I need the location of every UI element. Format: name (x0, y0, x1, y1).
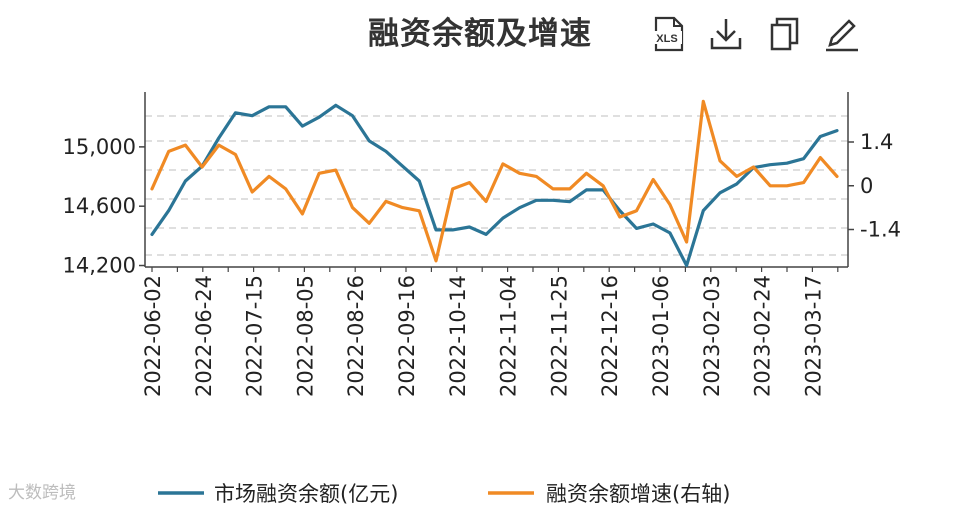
x-tick-label: 2022-06-02 (141, 275, 165, 397)
x-tick-group: 2022-12-16 (598, 275, 622, 397)
x-tick-label: 2023-01-06 (649, 275, 673, 397)
x-tick-label: 2022-07-15 (243, 275, 267, 397)
x-tick-group: 2022-10-14 (446, 275, 470, 397)
right-tick-label: 0 (860, 174, 873, 198)
left-tick-label: 14,600 (63, 194, 136, 218)
x-tick-group: 2022-11-25 (547, 275, 571, 397)
legend: 市场融资余额(亿元) 融资余额增速(右轴) (158, 482, 730, 506)
left-tick-label: 15,000 (63, 135, 136, 159)
x-tick-group: 2022-11-04 (497, 275, 521, 397)
chart-title: 融资余额及增速 (368, 16, 592, 52)
x-tick-group: 2022-09-16 (395, 275, 419, 397)
edit-icon[interactable] (822, 14, 862, 54)
right-tick-label: 1.4 (860, 130, 893, 154)
x-tick-group: 2022-07-15 (243, 275, 267, 397)
x-tick-label: 2023-02-03 (700, 275, 724, 397)
x-tick-label: 2022-11-25 (547, 275, 571, 397)
xls-export-icon[interactable]: XLS (648, 14, 688, 54)
x-tick-group: 2022-06-02 (141, 275, 165, 397)
right-tick-label: -1.4 (860, 218, 901, 242)
x-tick-group: 2023-03-17 (801, 275, 825, 397)
series (150, 99, 839, 268)
x-tick-label: 2022-12-16 (598, 275, 622, 397)
x-tick-group: 2023-01-06 (649, 275, 673, 397)
x-tick-label: 2022-06-24 (192, 275, 216, 397)
x-tick-group: 2022-08-05 (293, 275, 317, 397)
left-tick-label: 14,200 (63, 254, 136, 278)
copy-icon[interactable] (764, 14, 804, 54)
download-icon[interactable] (706, 14, 746, 54)
x-tick-label: 2022-08-05 (293, 275, 317, 397)
x-tick-label: 2023-02-24 (751, 275, 775, 397)
x-tick-label: 2022-08-26 (344, 275, 368, 397)
watermark: 大数跨境 (8, 483, 76, 503)
x-tick-label: 2022-09-16 (395, 275, 419, 397)
legend-label-1: 市场融资余额(亿元) (214, 482, 398, 506)
gridlines (145, 115, 848, 256)
x-tick-label: 2023-03-17 (801, 275, 825, 397)
x-tick-group: 2023-02-03 (700, 275, 724, 397)
legend-label-2: 融资余额增速(右轴) (546, 482, 730, 506)
x-tick-group: 2022-06-24 (192, 275, 216, 397)
series-line-2 (150, 99, 839, 263)
x-tick-group: 2023-02-24 (751, 275, 775, 397)
x-tick-label: 2022-10-14 (446, 275, 470, 397)
xls-label: XLS (656, 33, 677, 45)
x-tick-label: 2022-11-04 (497, 275, 521, 397)
axes: 14,200 14,600 15,000 -1.4 0 1.4 2022-06-02 2022… (63, 92, 901, 397)
series-line-1 (150, 103, 839, 268)
x-tick-group: 2022-08-26 (344, 275, 368, 397)
